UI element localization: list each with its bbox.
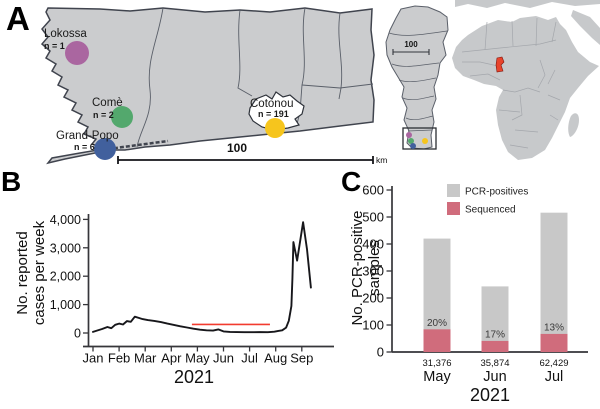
tested-count-label: 35,874 [480, 358, 509, 369]
percent-label: 17% [485, 329, 505, 340]
month-label: Jun [483, 369, 506, 385]
x-tick-label: Aug [264, 351, 287, 366]
bar-sequenced [423, 329, 451, 352]
site-count-grand-popo: n = 6 [74, 142, 95, 152]
europe-arabia-landmass [455, 0, 600, 45]
inset-dot-lokossa [406, 132, 412, 138]
y-tick-label: 2,000 [50, 270, 81, 284]
inset-scale-bar: 100 [392, 40, 430, 55]
scale-bar-line [117, 156, 374, 164]
department-borders [136, 7, 374, 148]
inset-scale-bar-line [392, 49, 430, 55]
scale-bar-unit: km [376, 155, 387, 165]
y-tick-label: 3,000 [50, 241, 81, 255]
africa-inset-map [452, 0, 600, 160]
africa-continent [452, 16, 599, 160]
bar-pcr-positives [540, 212, 568, 352]
panel-a-label: A [6, 0, 30, 37]
coastal-lagoon-hatch [107, 139, 169, 151]
cotonou-region-outline [248, 91, 305, 131]
map-scale-bar: 100 km [117, 141, 387, 165]
study-area-rectangle [402, 127, 437, 150]
scale-bar-value: 100 [227, 141, 247, 155]
tested-count-label: 62,429 [539, 358, 568, 369]
inset-dot-cotonou [422, 138, 428, 144]
y-tick-label: 4,000 [50, 213, 81, 227]
y-tick-label: 600 [362, 183, 384, 198]
x-axis-title: 2021 [174, 367, 214, 387]
panel-b-label: B [1, 166, 22, 197]
site-label-lokossa: Lokossa [44, 28, 87, 40]
inset-scale-bar-value: 100 [404, 40, 418, 49]
benin-highlight [495, 56, 505, 73]
panel-c-label: C [341, 166, 362, 197]
inset-dot-grand-popo [410, 143, 416, 149]
site-count-lokossa: n = 1 [44, 41, 65, 51]
legend-label: PCR-positives [465, 187, 528, 198]
panel-b-line-chart: 0 1,000 2,000 3,000 4,000 Jan Feb Mar Apr May Jun J… [50, 213, 334, 387]
x-tick-label: Jan [83, 351, 104, 366]
y-tick-label: 400 [362, 237, 384, 252]
y-tick-label: 0 [74, 327, 81, 341]
bar-sequenced [540, 333, 568, 352]
month-label: Jul [545, 369, 564, 385]
y-tick-label: 1,000 [50, 298, 81, 312]
benin-inset-department-borders [388, 30, 448, 132]
site-marker-cotonou [265, 118, 285, 138]
site-label-grand-popo: Grand-Popo [56, 130, 119, 142]
site-marker-grand-popo [94, 138, 116, 160]
x-tick-label: Jun [213, 351, 234, 366]
y-tick-label: 100 [362, 318, 384, 333]
x-tick-label: Mar [134, 351, 157, 366]
site-label-come: Comè [92, 97, 123, 109]
y-tick-label: 200 [362, 291, 384, 306]
benin-inset-map: 100 [385, 5, 449, 150]
percent-label: 13% [544, 322, 564, 333]
madagascar-island [568, 113, 579, 137]
site-marker-come [111, 106, 133, 128]
benin-country-outline [385, 5, 449, 150]
y-tick-label: 500 [362, 210, 384, 225]
africa-country-borders [461, 17, 561, 149]
site-marker-lokossa [65, 41, 89, 65]
reported-cases-line [92, 221, 312, 334]
inset-site-dots [406, 132, 428, 149]
month-label: May [423, 369, 451, 385]
tested-count-label: 31,376 [422, 358, 451, 369]
percent-label: 20% [427, 318, 447, 329]
x-tick-label: May [185, 351, 210, 366]
x-tick-label: Feb [108, 351, 130, 366]
y-tick-label: 0 [377, 345, 384, 360]
x-tick-label: Apr [161, 351, 182, 366]
site-count-cotonou: n = 191 [258, 109, 289, 119]
legend-swatch [447, 202, 460, 215]
axes [83, 214, 334, 348]
x-axis-title: 2021 [470, 385, 510, 405]
inset-dot-come [408, 138, 414, 144]
x-tick-label: Jul [241, 351, 258, 366]
x-tick-label: Sep [290, 351, 313, 366]
legend-label: Sequenced [465, 205, 516, 216]
bar-sequenced [481, 340, 509, 352]
site-label-cotonou: Cotonou [250, 98, 293, 110]
y-tick-label: 300 [362, 264, 384, 279]
site-count-come: n = 2 [93, 110, 114, 120]
legend-swatch [447, 184, 460, 197]
